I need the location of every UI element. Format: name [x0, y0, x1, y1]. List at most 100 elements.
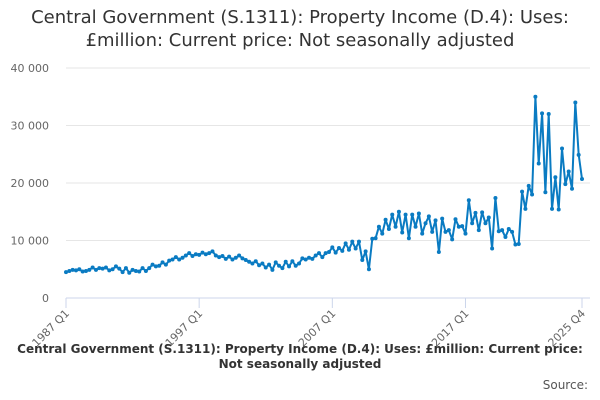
data-point — [420, 231, 425, 236]
data-point — [570, 186, 575, 191]
data-point — [110, 267, 115, 272]
data-point — [83, 268, 88, 273]
data-point — [213, 253, 218, 258]
source-label: Source: — [542, 378, 588, 392]
data-point — [333, 250, 338, 255]
series-line — [65, 95, 583, 274]
data-point — [287, 264, 292, 269]
data-point — [423, 221, 428, 226]
data-point — [556, 207, 561, 212]
data-point — [290, 259, 295, 264]
data-point — [257, 263, 262, 268]
data-point — [157, 263, 162, 268]
data-point — [560, 146, 565, 151]
data-point — [80, 269, 85, 274]
data-point — [167, 258, 172, 263]
data-point — [123, 266, 128, 271]
data-point — [107, 268, 112, 273]
data-point — [103, 265, 108, 270]
data-point — [400, 230, 405, 235]
data-point — [366, 267, 371, 272]
data-point — [87, 267, 92, 272]
y-tick-label: 30 000 — [11, 120, 50, 133]
data-point — [523, 206, 528, 211]
data-point — [317, 251, 322, 256]
data-point — [326, 250, 331, 254]
data-point — [463, 231, 468, 236]
data-point — [97, 266, 102, 271]
data-point — [516, 241, 521, 246]
data-point — [310, 256, 315, 261]
data-point — [450, 237, 455, 242]
data-point — [260, 261, 265, 266]
data-point — [530, 192, 535, 197]
data-point — [453, 217, 458, 222]
data-point — [526, 183, 531, 188]
data-point — [277, 263, 282, 268]
data-point — [490, 246, 495, 251]
data-point — [546, 112, 551, 116]
data-point — [190, 254, 195, 259]
data-point — [566, 169, 571, 174]
data-point — [506, 227, 511, 231]
data-point — [430, 229, 435, 234]
data-point — [160, 260, 165, 265]
data-point — [456, 224, 461, 229]
data-point — [300, 256, 305, 261]
data-point — [336, 245, 341, 250]
data-point — [243, 258, 248, 263]
data-point — [406, 236, 411, 241]
data-point — [473, 210, 478, 215]
data-point — [383, 217, 388, 222]
data-point — [346, 247, 351, 252]
y-tick-label: 20 000 — [11, 177, 50, 190]
data-point — [180, 255, 185, 260]
data-point — [173, 255, 178, 260]
data-point — [503, 235, 508, 240]
data-point — [283, 259, 288, 264]
data-point — [250, 261, 255, 266]
data-point — [117, 266, 122, 271]
data-point — [500, 228, 505, 233]
data-point — [183, 253, 188, 258]
data-point — [147, 266, 152, 271]
data-point — [207, 251, 212, 256]
data-point — [133, 268, 138, 273]
data-point — [280, 266, 285, 271]
data-point — [483, 221, 488, 226]
data-point — [113, 264, 118, 269]
data-point — [307, 255, 312, 260]
data-point — [70, 267, 75, 272]
data-point — [323, 251, 328, 256]
data-point — [210, 249, 215, 254]
data-point — [143, 268, 148, 273]
data-point — [413, 224, 418, 229]
data-point — [313, 253, 318, 258]
data-point — [163, 262, 168, 267]
data-point — [227, 254, 232, 259]
data-point — [466, 198, 471, 203]
data-point — [197, 252, 202, 257]
y-tick-label: 0 — [42, 292, 49, 305]
data-point — [267, 262, 272, 267]
data-point — [393, 224, 398, 229]
data-point — [443, 229, 448, 234]
data-point — [223, 256, 228, 261]
data-point — [513, 242, 518, 247]
data-point — [360, 258, 365, 263]
data-point — [64, 270, 68, 275]
data-point — [100, 266, 105, 271]
data-point — [416, 211, 421, 216]
data-point — [476, 228, 481, 233]
footer-title: Central Government (S.1311): Property In… — [17, 342, 583, 371]
data-point — [446, 228, 451, 233]
data-point — [187, 251, 192, 256]
data-point — [330, 245, 335, 250]
data-point — [170, 257, 175, 262]
data-point — [193, 252, 198, 257]
data-point — [233, 255, 238, 260]
y-tick-label: 10 000 — [11, 235, 50, 248]
data-point — [396, 209, 401, 214]
data-point — [363, 249, 368, 254]
